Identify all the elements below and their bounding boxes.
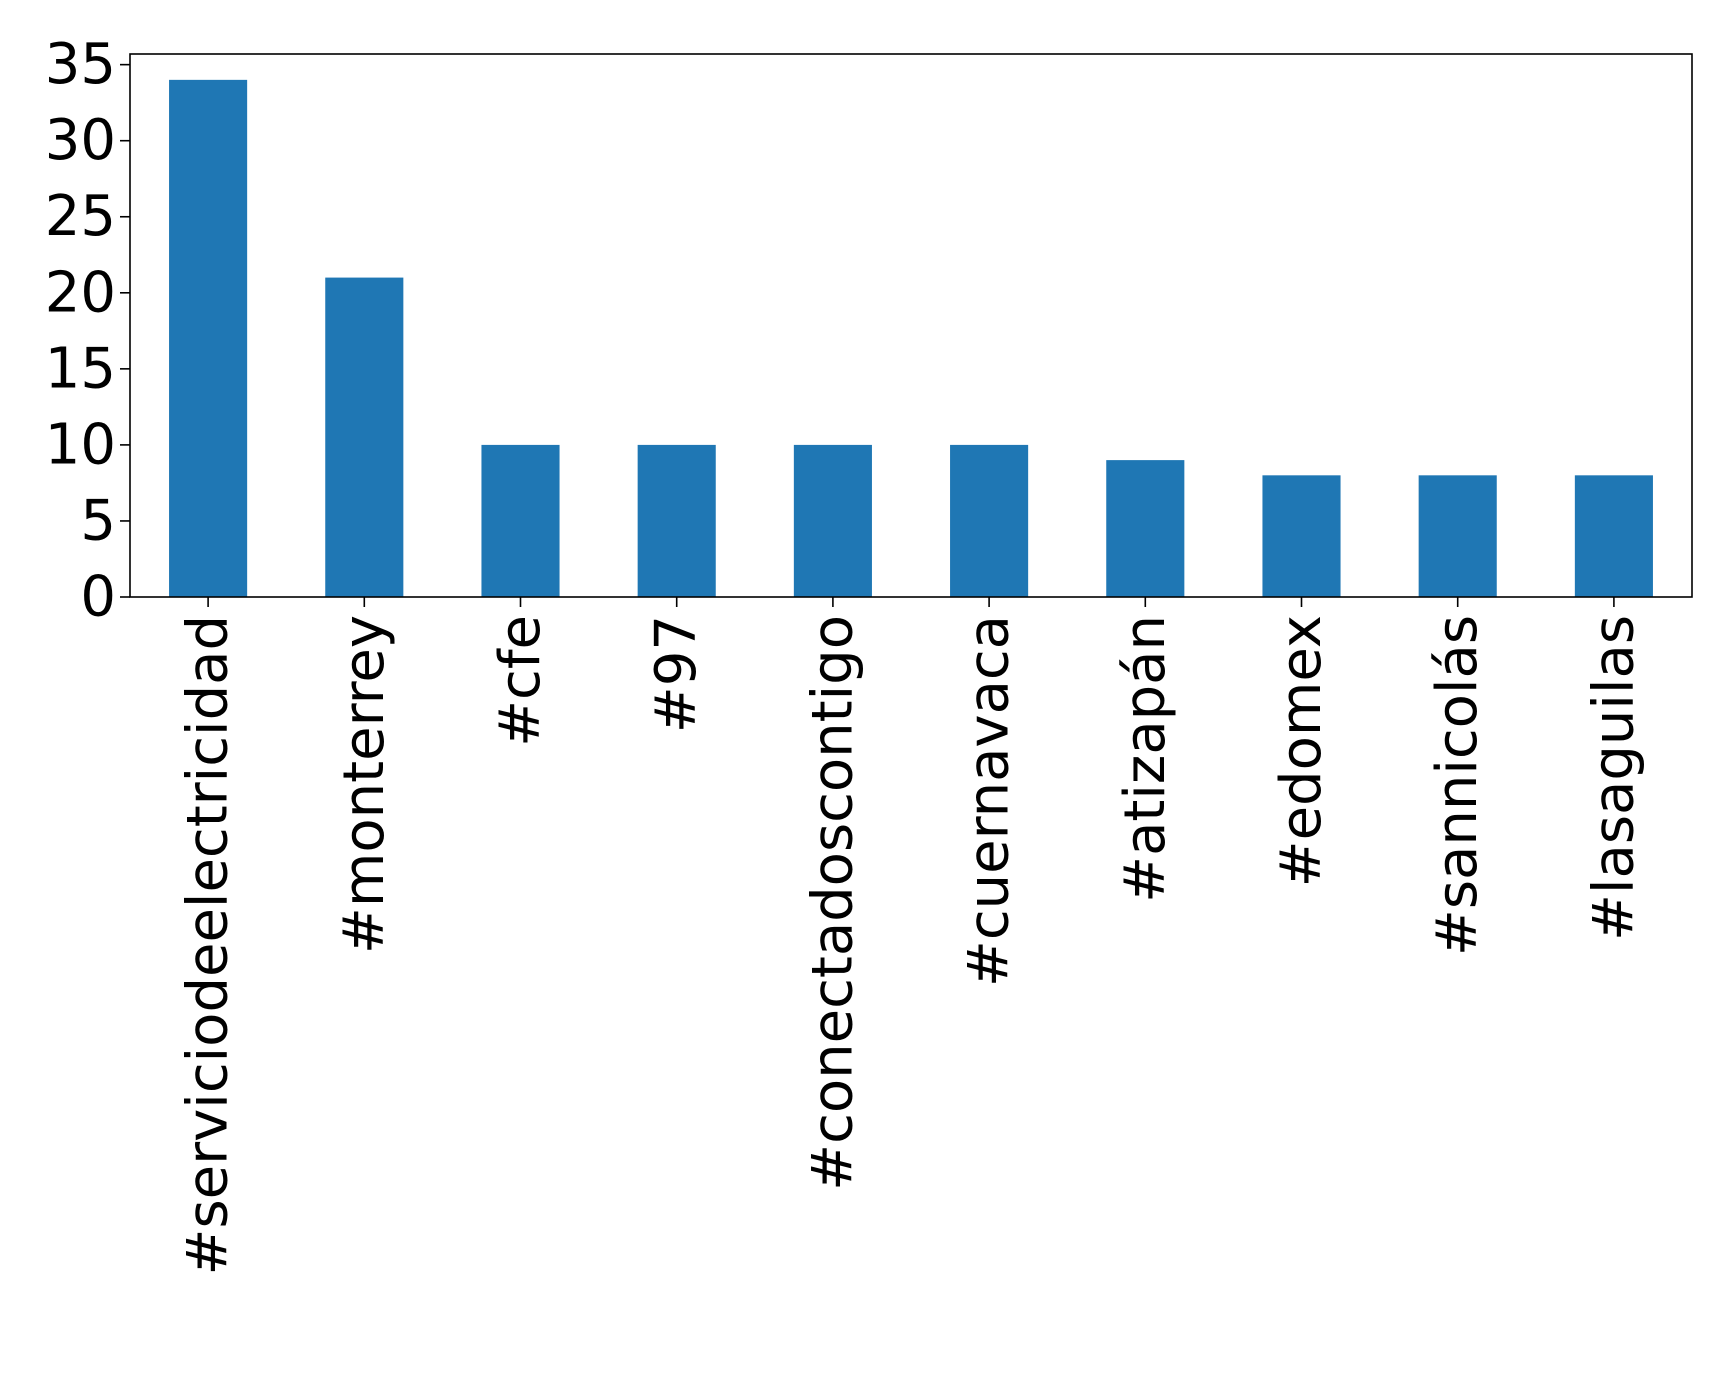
y-tick-label: 10 bbox=[45, 412, 116, 477]
bar bbox=[637, 444, 716, 597]
y-tick-label: 20 bbox=[45, 260, 116, 325]
x-tick-label: #lasaguilas bbox=[1581, 615, 1646, 941]
x-tick-label: #atizapán bbox=[1113, 615, 1178, 903]
bar bbox=[325, 277, 404, 597]
x-tick-label: #cfe bbox=[488, 615, 553, 747]
y-tick-label: 0 bbox=[80, 565, 116, 630]
x-tick-label: #conectadoscontigo bbox=[800, 615, 865, 1191]
plot-frame bbox=[129, 53, 1693, 598]
y-tick-label: 5 bbox=[80, 488, 116, 553]
x-axis: #serviciodeelectricidad #monterrey #cfe #97… bbox=[176, 597, 1646, 1275]
y-tick-label: 35 bbox=[45, 32, 116, 97]
bar bbox=[1418, 475, 1497, 597]
y-tick-label: 25 bbox=[45, 184, 116, 249]
y-tick-label: 15 bbox=[45, 336, 116, 401]
x-tick-label: #edomex bbox=[1269, 615, 1334, 887]
x-tick-label: #cuernavaca bbox=[957, 615, 1022, 987]
bar bbox=[1574, 475, 1653, 597]
y-tick-label: 30 bbox=[45, 108, 116, 173]
x-tick-label: #97 bbox=[644, 615, 709, 733]
bar bbox=[481, 444, 560, 597]
x-tick-label: #monterrey bbox=[332, 615, 397, 954]
bars-group bbox=[169, 79, 1653, 598]
x-tick-label: #sannicolás bbox=[1425, 615, 1490, 956]
bar bbox=[1106, 460, 1185, 597]
bar bbox=[169, 79, 248, 598]
y-axis: 0 5 10 15 20 25 30 35 bbox=[45, 32, 130, 630]
bar bbox=[950, 444, 1029, 597]
bar bbox=[1262, 475, 1341, 597]
bar bbox=[793, 444, 872, 597]
x-tick-label: #serviciodeelectricidad bbox=[176, 615, 241, 1275]
